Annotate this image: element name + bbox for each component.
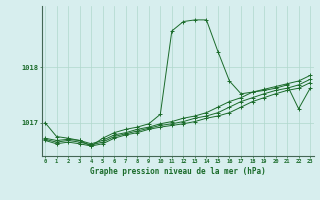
X-axis label: Graphe pression niveau de la mer (hPa): Graphe pression niveau de la mer (hPa) (90, 167, 266, 176)
